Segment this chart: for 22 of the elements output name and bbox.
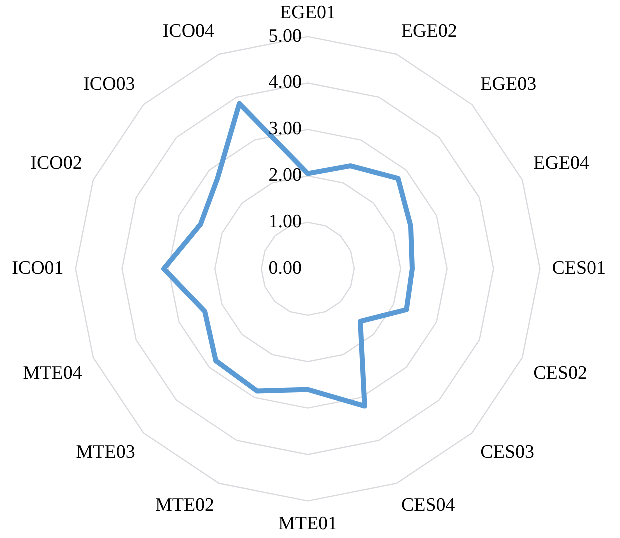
spoke-label: EGE03 <box>480 74 537 95</box>
y-tick-label: 0.00 <box>268 258 302 279</box>
y-tick-label: 2.00 <box>268 165 302 186</box>
y-tick-label: 4.00 <box>268 72 302 94</box>
spoke-label: MTE04 <box>23 362 83 384</box>
spoke-label: CES02 <box>534 362 588 384</box>
spoke-label: CES04 <box>401 494 456 516</box>
spoke-label: MTE01 <box>278 514 338 535</box>
spoke-label: ICO04 <box>162 20 216 42</box>
spoke-label: MTE02 <box>155 494 215 516</box>
spoke-label: CES01 <box>552 258 606 279</box>
spoke-label: EGE01 <box>280 2 336 24</box>
spoke-label: EGE04 <box>534 153 590 174</box>
spoke-label: ICO02 <box>30 153 82 174</box>
spoke-label: ICO01 <box>12 258 64 279</box>
y-tick-label: 3.00 <box>268 118 302 140</box>
y-tick-label: 1.00 <box>268 212 302 233</box>
spoke-label: ICO03 <box>84 74 136 95</box>
y-tick-label: 5.00 <box>268 26 302 47</box>
spoke-label: MTE03 <box>76 442 136 464</box>
spoke-label: CES03 <box>480 442 535 464</box>
spoke-label: EGE02 <box>401 20 458 42</box>
